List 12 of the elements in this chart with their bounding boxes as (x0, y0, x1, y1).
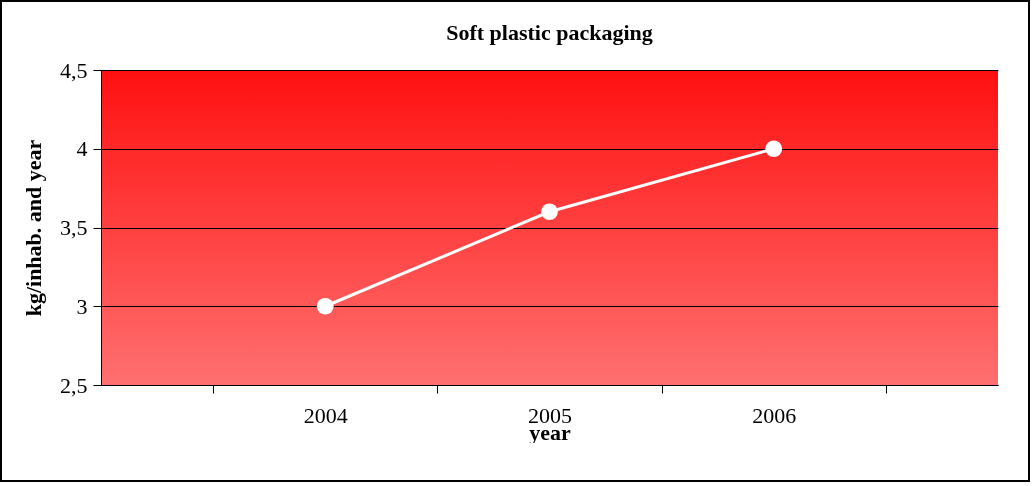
y-axis-title: kg/inhab. and year (21, 139, 46, 317)
point (765, 140, 783, 158)
point (541, 203, 558, 221)
y-tick-label: 3 (76, 293, 88, 319)
point (316, 297, 334, 315)
y-tick-label: 4,5 (60, 57, 88, 83)
y-tick-label: 3,5 (60, 215, 88, 240)
x-tick-label: 2004 (303, 402, 348, 428)
y-tick-label: 2,5 (60, 372, 88, 398)
y-tick-label: 4 (76, 136, 88, 162)
x-tick-label: 2006 (752, 402, 797, 428)
chart-title: Soft plastic packaging (446, 20, 653, 45)
